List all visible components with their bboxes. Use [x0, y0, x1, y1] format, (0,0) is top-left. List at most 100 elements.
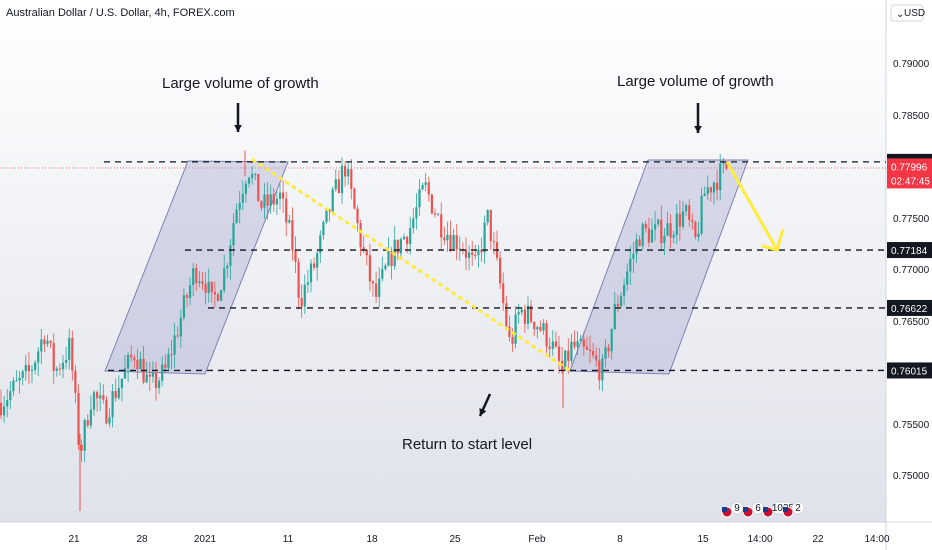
candle — [86, 414, 89, 428]
currency-selector[interactable]: ⌄ USD — [890, 4, 925, 22]
event-badges[interactable]: 9610352 — [721, 501, 805, 518]
candle — [483, 215, 486, 264]
candle — [337, 170, 340, 194]
candle — [151, 361, 154, 383]
candle — [269, 184, 272, 214]
candle — [468, 245, 471, 271]
candle — [6, 389, 9, 418]
candle — [446, 221, 449, 252]
candle — [220, 289, 223, 301]
y-tick-label: 0.78500 — [893, 111, 930, 122]
candle — [613, 291, 616, 331]
candle — [148, 362, 151, 392]
event-count-label: 6 — [755, 503, 761, 514]
price-badge — [887, 362, 932, 379]
annotation-text[interactable]: Large volume of growth — [162, 75, 319, 92]
candle — [154, 361, 158, 401]
candle — [185, 292, 189, 308]
candle — [232, 213, 235, 257]
candle — [238, 191, 241, 224]
candle — [291, 207, 294, 261]
candle — [133, 354, 136, 369]
candle — [334, 169, 337, 192]
price-badge — [887, 242, 932, 259]
candle — [672, 230, 675, 244]
candle — [424, 172, 427, 192]
candle — [638, 235, 641, 247]
candle — [235, 203, 238, 224]
candle — [654, 211, 657, 241]
candle — [573, 330, 576, 350]
x-tick-label: Feb — [528, 534, 546, 545]
y-tick-label: 0.75500 — [893, 420, 930, 431]
up-arrow-icon[interactable] — [478, 393, 492, 417]
candle — [681, 200, 685, 230]
candle — [601, 354, 604, 392]
candle — [92, 390, 96, 417]
candle — [207, 268, 210, 303]
candle — [99, 382, 102, 411]
candle — [288, 214, 291, 224]
candle — [486, 209, 489, 226]
candle — [418, 179, 421, 216]
candle — [440, 202, 443, 251]
candle — [371, 279, 375, 297]
candle — [316, 249, 319, 281]
candle — [598, 347, 601, 390]
x-tick-label: 25 — [449, 534, 461, 545]
candle — [0, 389, 3, 420]
candle — [595, 347, 598, 367]
candle — [517, 303, 520, 324]
candle — [213, 281, 216, 308]
candle — [579, 334, 582, 342]
candle — [368, 243, 371, 291]
candle — [251, 166, 254, 185]
candle — [523, 304, 526, 333]
candle — [244, 180, 247, 203]
candle — [415, 193, 418, 230]
candle — [402, 233, 406, 241]
candle — [340, 157, 344, 204]
event-count-badge[interactable] — [791, 501, 805, 515]
candle — [378, 267, 381, 308]
candle — [433, 208, 437, 218]
y-tick-label: 0.76500 — [893, 317, 930, 328]
candle — [536, 325, 539, 339]
annotation-text[interactable]: Large volume of growth — [617, 73, 774, 90]
candle — [592, 342, 595, 359]
candle — [71, 330, 74, 381]
candle — [703, 186, 706, 197]
candle — [319, 230, 322, 264]
candle — [27, 351, 30, 385]
candle — [359, 219, 362, 257]
candle — [700, 188, 703, 236]
candle — [607, 343, 610, 358]
candle — [275, 190, 278, 215]
candle — [650, 218, 654, 243]
candle — [626, 263, 629, 292]
candle — [464, 237, 468, 271]
candle — [697, 221, 700, 242]
candle-countdown: 02:47:45 — [891, 176, 930, 187]
candle — [344, 161, 347, 187]
candle — [278, 183, 282, 210]
candle — [588, 335, 592, 364]
candle — [108, 408, 111, 427]
candle — [12, 377, 15, 397]
candle — [542, 319, 545, 335]
candle — [706, 175, 709, 201]
candle — [480, 237, 483, 262]
candle — [77, 384, 80, 450]
annotation-text[interactable]: Return to start level — [402, 436, 532, 453]
flag-canton-icon — [743, 507, 748, 512]
down-arrow-icon[interactable] — [234, 103, 242, 132]
candle — [387, 237, 390, 267]
currency-label: USD — [904, 8, 925, 19]
candle — [52, 333, 55, 385]
return-projection-dotted[interactable] — [251, 158, 574, 374]
forecast-arrow[interactable] — [725, 161, 778, 249]
candle — [127, 352, 130, 383]
candle — [449, 220, 452, 253]
down-arrow-icon[interactable] — [694, 103, 702, 133]
